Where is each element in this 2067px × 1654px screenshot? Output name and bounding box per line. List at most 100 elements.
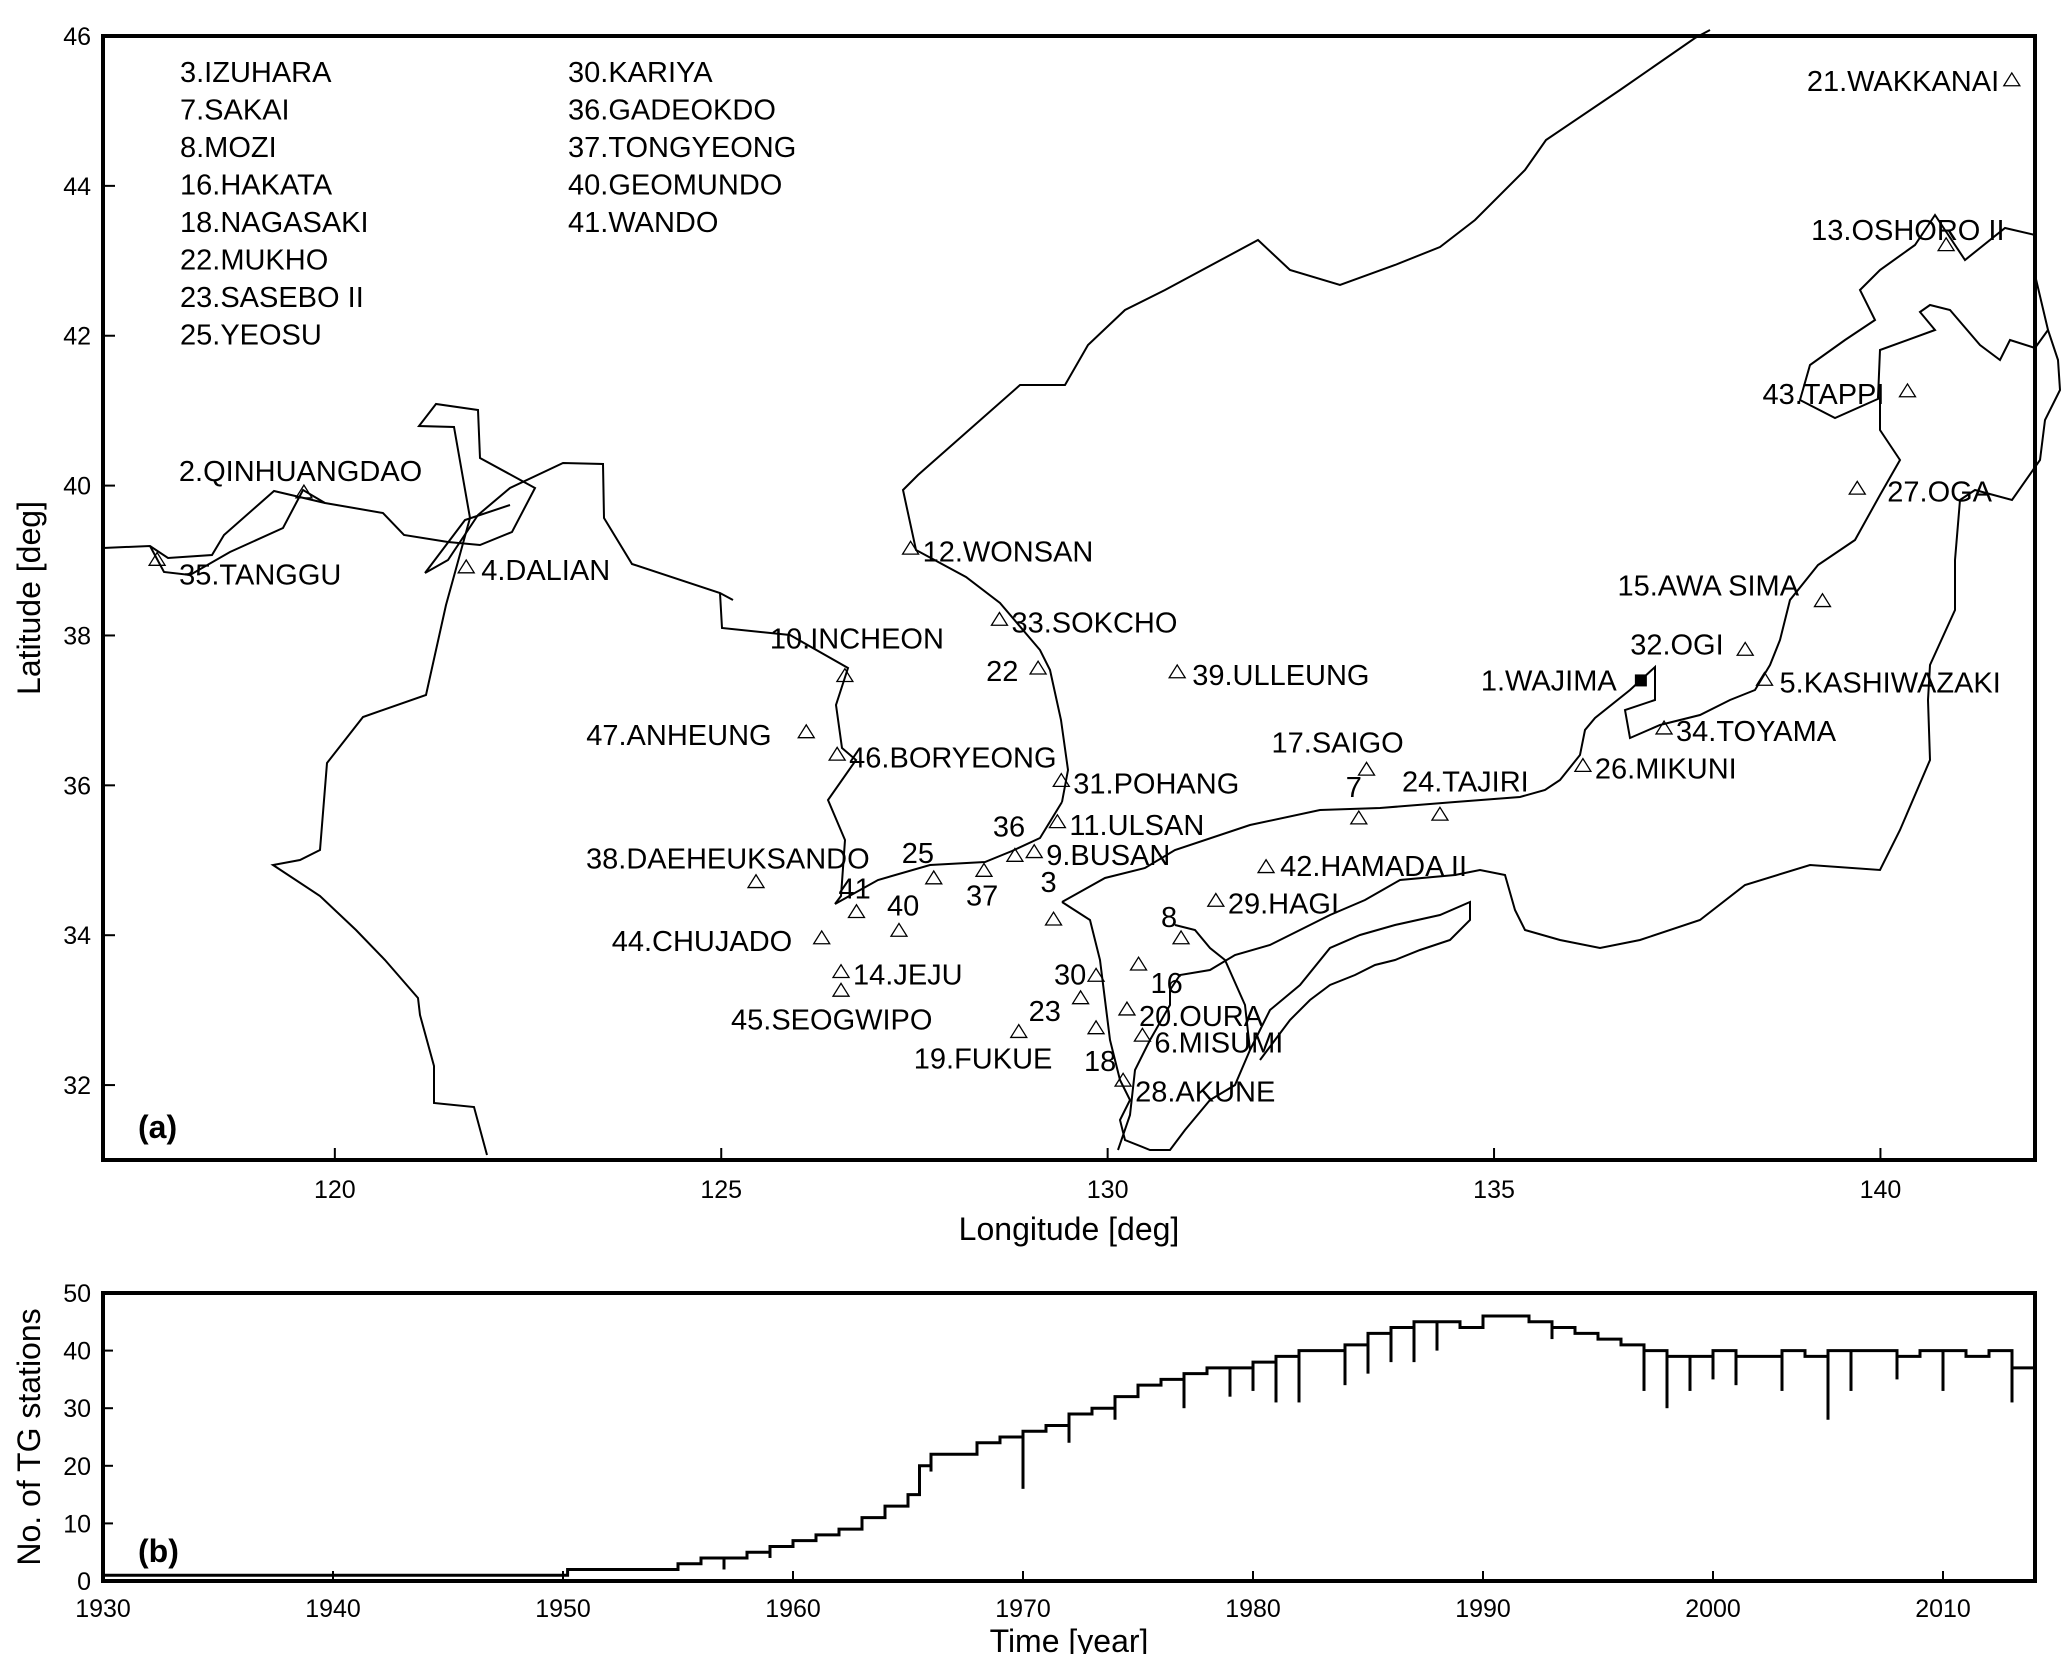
station-list-right: 30.KARIYA 36.GADEOKDO 37.TONGYEONG 40.GEOMU… [568,57,796,239]
station-marker [1171,929,1191,945]
station-marker [1071,989,1090,1005]
station-label: 45.SEOGWIPO [731,1004,932,1036]
station-marker [1044,910,1063,926]
station-label: 5.KASHIWAZAKI [1780,667,2001,699]
station-list-entry: 18.NAGASAKI [180,207,369,239]
station-marker [889,922,909,937]
station-label: 28.AKUNE [1135,1076,1275,1108]
station-marker [1256,858,1276,874]
station-count-panel: 1930 1940 1950 1960 1970 1980 1990 2000 2010 0 10… [11,1280,2037,1654]
count-y-tick-label: 20 [63,1453,91,1481]
station-label: 44.CHUJADO [612,926,793,958]
station-label: 17.SAIGO [1272,727,1404,759]
count-x-tick-label: 1940 [305,1595,361,1623]
station-label: 19.FUKUE [914,1044,1053,1076]
station-marker [1086,1019,1106,1035]
coastline-dalian [424,504,511,574]
station-label: 24.TAJIRI [1402,766,1529,798]
station-label: 18 [1084,1046,1116,1078]
station-label: 39.ULLEUNG [1192,660,1369,692]
count-x-axis: 1930 1940 1950 1960 1970 1980 1990 2000 2010 [75,1571,1971,1623]
station-label: 16 [1151,968,1183,1000]
station-marker [147,551,167,566]
station-label: 6.MISUMI [1154,1027,1283,1059]
station-marker [831,963,851,979]
station-marker [847,903,866,919]
station-label: 41 [838,874,870,906]
station-label: 47.ANHEUNG [586,720,771,752]
station-label: 37 [966,881,998,913]
station-label: 31.POHANG [1073,769,1239,801]
station-label: 2.QINHUANGDAO [179,456,422,488]
station-marker [990,611,1009,626]
station-marker [1898,382,1917,398]
station-list-entry: 41.WANDO [568,207,718,239]
count-y-tick-label: 50 [63,1280,91,1308]
coastline-korea-south [834,801,1063,905]
station-marker [1005,847,1025,862]
station-label: 14.JEJU [853,960,963,992]
station-label: 35.TANGGU [179,560,341,592]
station-label: 4.DALIAN [481,555,610,587]
station-list-entry: 36.GADEOKDO [568,95,776,127]
map-x-tick-label: 130 [1087,1176,1129,1204]
count-frame [101,1291,2037,1583]
station-marker [1736,641,1755,656]
map-y-tick-label: 32 [63,1072,91,1100]
station-marker [1936,236,1956,252]
map-x-tick-label: 125 [700,1176,742,1204]
map-y-tick-label: 34 [63,922,91,950]
coastline-kyushu [1061,901,1252,1151]
station-count-series [103,1314,2035,1577]
map-y-tick-label: 36 [63,772,91,800]
coastline-korea-west [719,592,858,905]
count-x-tick-label: 1970 [995,1595,1051,1623]
station-marker-filled [1634,674,1647,687]
station-label: 23 [1029,996,1061,1028]
station-label: 26.MIKUNI [1595,754,1737,786]
coastline-map [102,29,2062,1156]
station-label: 13.OSHORO II [1811,215,2004,247]
station-marker [1430,806,1450,821]
map-y-axis: 32 34 36 38 40 42 44 46 [63,23,115,1100]
count-y-axis-title: No. of TG stations [11,1308,47,1565]
map-y-tick-label: 40 [63,473,91,501]
coastline-korea-east [901,29,1711,803]
station-count-line [103,1314,2035,1577]
station-marker [1048,813,1067,829]
map-x-tick-label: 135 [1473,1176,1515,1204]
coastline-bohai [149,488,326,577]
station-label: 30 [1054,959,1086,991]
count-x-tick-label: 1930 [75,1595,131,1623]
station-label: 42.HAMADA II [1280,851,1467,883]
station-marker [974,862,994,877]
station-marker [1117,1000,1137,1016]
station-label: 40 [887,890,919,922]
station-marker [1086,967,1106,982]
station-marker [1848,480,1867,495]
coastline-china [102,402,537,1156]
station-label: 20.OURA [1139,1001,1264,1033]
station-list-entry: 8.MOZI [180,132,277,164]
station-label: 15.AWA SIMA [1617,571,1799,603]
count-y-tick-label: 10 [63,1510,91,1538]
map-y-tick-label: 42 [63,323,91,351]
coastline-liaodong [424,461,734,601]
station-list-left: 3.IZUHARA 7.SAKAI 8.MOZI 16.HAKATA 18.NAGASA… [180,57,369,352]
station-marker [1813,592,1832,608]
map-x-tick-label: 140 [1860,1176,1902,1204]
station-list-entry: 23.SASEBO II [180,282,364,314]
station-label: 43.TAPPI [1762,379,1884,411]
count-x-tick-label: 1950 [535,1595,591,1623]
map-x-tick-label: 120 [314,1176,356,1204]
station-list-entry: 16.HAKATA [180,170,333,202]
station-marker [901,540,920,555]
station-label: 33.SOKCHO [1011,607,1177,639]
count-x-tick-label: 1980 [1225,1595,1281,1623]
station-marker [924,869,943,885]
station-list-entry: 25.YEOSU [180,320,322,352]
map-y-axis-title: Latitude [deg] [11,501,47,695]
station-label: 25 [902,838,934,870]
station-label: 32.OGI [1630,629,1724,661]
